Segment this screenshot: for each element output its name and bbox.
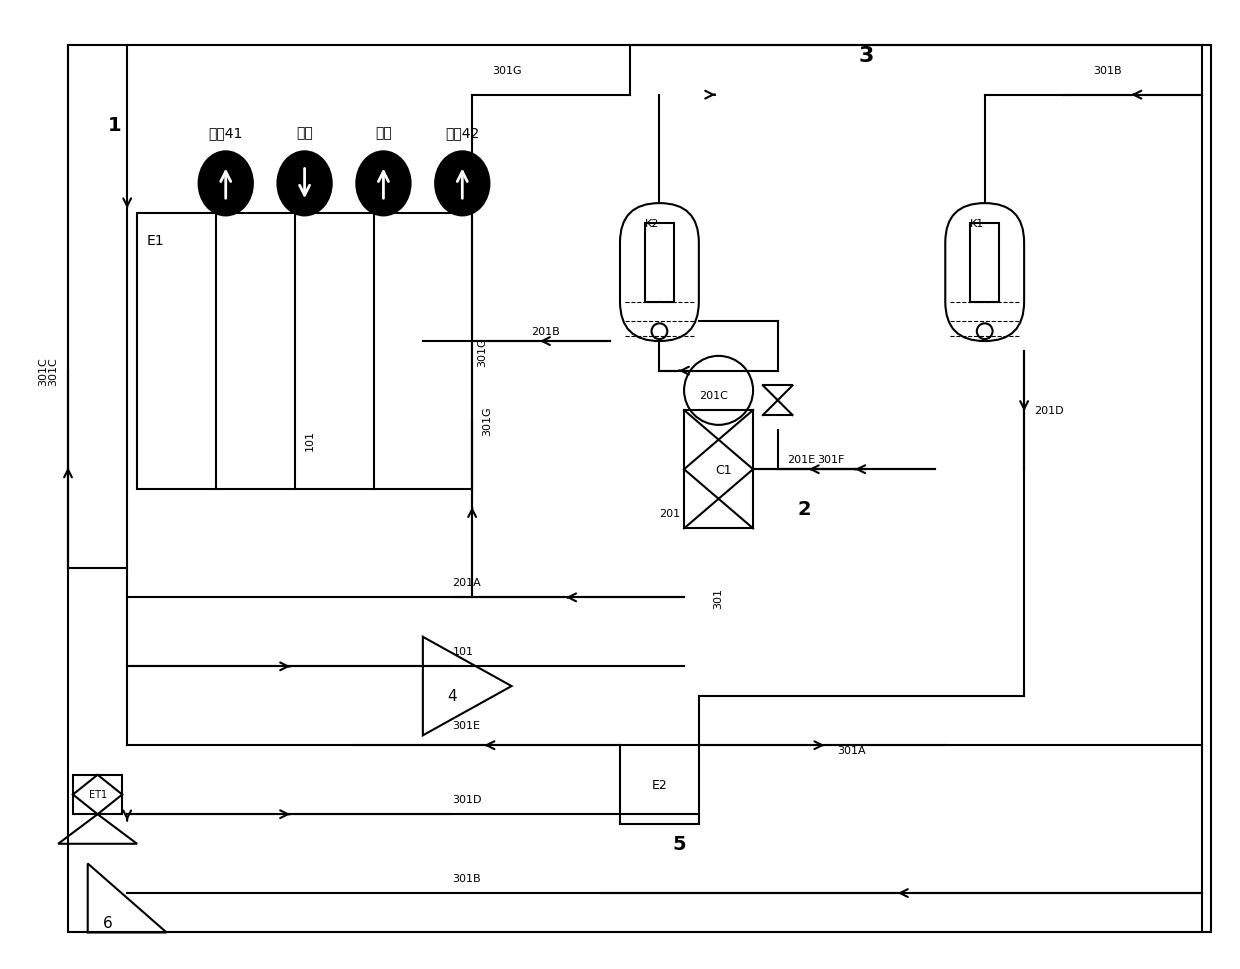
Bar	[136, 214, 472, 489]
Text: 301B: 301B	[453, 873, 481, 884]
Ellipse shape	[356, 152, 410, 216]
Text: 富氡41: 富氡41	[208, 126, 243, 140]
Ellipse shape	[435, 152, 490, 216]
Text: 301F: 301F	[817, 454, 844, 465]
Text: 301D: 301D	[453, 795, 482, 804]
Bar	[73, 775, 123, 814]
Circle shape	[651, 324, 667, 340]
Text: 201A: 201A	[453, 578, 481, 588]
Text: 201D: 201D	[1034, 406, 1064, 416]
Text: 6: 6	[103, 915, 113, 930]
Text: 201B: 201B	[531, 327, 560, 337]
Text: 301C: 301C	[48, 357, 58, 386]
Text: 201C: 201C	[699, 391, 728, 401]
Ellipse shape	[198, 152, 253, 216]
Text: 301G: 301G	[492, 66, 522, 76]
Text: ET1: ET1	[88, 790, 107, 799]
Text: K1: K1	[970, 219, 985, 229]
Text: 3: 3	[859, 47, 874, 66]
Ellipse shape	[278, 152, 331, 216]
Text: E1: E1	[146, 234, 165, 247]
Text: 2: 2	[797, 500, 811, 518]
Text: K2: K2	[645, 219, 658, 229]
Text: 201E: 201E	[787, 454, 816, 465]
Text: 301G: 301G	[477, 337, 487, 366]
Text: 301G: 301G	[482, 406, 492, 435]
Text: 301C: 301C	[38, 357, 48, 386]
Text: E2: E2	[651, 778, 667, 792]
Bar	[970, 224, 999, 302]
Bar	[684, 411, 753, 529]
Text: 富氡42: 富氡42	[445, 126, 480, 140]
Text: 空气: 空气	[296, 126, 312, 140]
Text: 氮气: 氮气	[374, 126, 392, 140]
Text: 4: 4	[448, 689, 458, 703]
Text: 1: 1	[108, 115, 122, 135]
Text: 301E: 301E	[453, 721, 480, 731]
Text: 5: 5	[672, 834, 686, 854]
Text: 101: 101	[453, 647, 474, 657]
Circle shape	[977, 324, 992, 340]
Text: 301A: 301A	[837, 745, 866, 755]
Bar	[620, 745, 699, 825]
Text: 101: 101	[305, 429, 315, 451]
Text: C1: C1	[715, 463, 732, 476]
Text: 301: 301	[714, 587, 724, 609]
Text: 301B: 301B	[1094, 66, 1122, 76]
Text: 201: 201	[660, 509, 681, 519]
Bar	[645, 224, 675, 302]
